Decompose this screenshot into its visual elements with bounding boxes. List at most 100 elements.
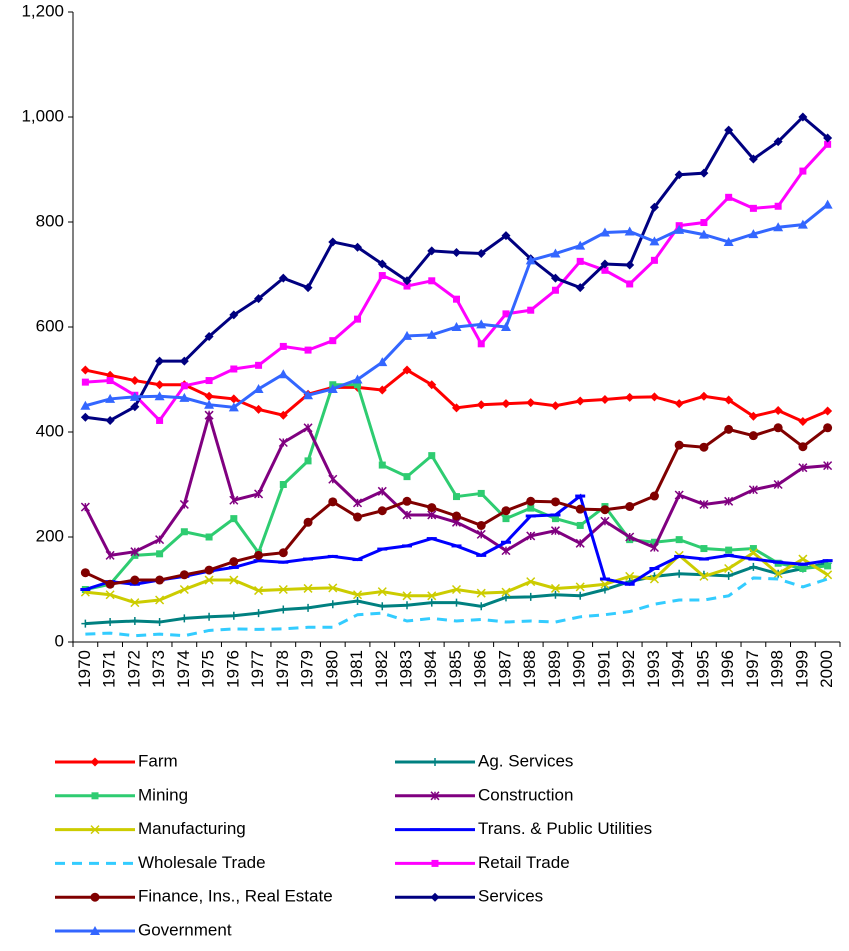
x-tick-label: 1984 <box>421 650 440 688</box>
marker <box>477 602 486 611</box>
marker <box>279 481 287 488</box>
marker <box>353 597 362 606</box>
marker <box>426 329 437 339</box>
series <box>80 199 833 412</box>
marker <box>352 374 363 384</box>
marker <box>204 565 214 575</box>
marker <box>526 496 536 506</box>
marker <box>204 575 214 585</box>
marker <box>228 402 239 412</box>
marker <box>80 568 90 578</box>
marker <box>649 542 659 553</box>
marker <box>625 571 635 581</box>
marker <box>799 565 807 572</box>
marker <box>80 502 90 512</box>
marker <box>724 496 734 506</box>
x-tick-label: 2000 <box>817 650 836 688</box>
marker <box>650 538 658 546</box>
marker <box>90 825 100 835</box>
marker <box>303 283 313 293</box>
marker <box>179 570 189 580</box>
marker <box>255 361 263 369</box>
marker <box>501 231 511 241</box>
marker <box>278 369 289 379</box>
marker <box>130 547 140 557</box>
marker <box>105 415 115 425</box>
series <box>80 409 833 560</box>
series-line <box>85 143 829 423</box>
marker <box>452 511 461 521</box>
x-tick-label: 1987 <box>495 650 514 688</box>
legend-label: Farm <box>138 751 178 770</box>
marker <box>80 412 90 422</box>
marker <box>453 295 460 303</box>
marker <box>674 170 684 180</box>
marker <box>229 611 238 620</box>
marker <box>179 392 190 402</box>
marker <box>649 392 659 402</box>
marker <box>823 406 833 416</box>
marker <box>626 280 634 288</box>
marker <box>748 548 758 558</box>
marker <box>229 557 239 567</box>
marker <box>452 247 461 257</box>
x-tick-label: 1995 <box>693 650 712 688</box>
x-tick-label: 1988 <box>520 650 539 688</box>
marker <box>575 538 585 548</box>
marker <box>748 411 758 421</box>
marker <box>575 240 586 250</box>
series <box>81 381 832 593</box>
marker <box>501 506 511 516</box>
marker <box>427 246 437 256</box>
series-line <box>85 114 829 422</box>
legend-item: Farm <box>55 751 178 770</box>
marker <box>798 463 808 473</box>
marker <box>156 416 164 424</box>
marker <box>725 546 733 554</box>
marker <box>526 398 536 408</box>
marker <box>575 283 585 293</box>
marker <box>823 570 833 580</box>
marker <box>501 593 510 602</box>
y-tick-label: 600 <box>36 316 64 335</box>
series-line <box>85 550 829 605</box>
x-tick-label: 1993 <box>644 650 663 688</box>
marker <box>699 571 709 581</box>
marker <box>699 442 709 452</box>
marker <box>452 598 461 607</box>
marker <box>402 330 413 340</box>
marker <box>476 400 486 410</box>
marker <box>502 515 510 523</box>
marker <box>773 479 783 490</box>
marker <box>81 619 90 628</box>
marker <box>279 342 287 350</box>
marker <box>797 219 808 229</box>
marker <box>328 583 338 593</box>
marker <box>798 417 808 426</box>
x-tick-label: 1983 <box>397 650 416 688</box>
marker <box>230 515 238 523</box>
legend-item: Services <box>395 887 543 906</box>
marker <box>601 266 609 274</box>
marker <box>799 167 807 175</box>
marker <box>156 550 164 558</box>
marker <box>180 614 189 623</box>
x-tick-label: 1982 <box>372 650 391 688</box>
marker <box>550 583 560 593</box>
marker <box>500 322 511 331</box>
marker <box>354 315 362 323</box>
marker <box>476 249 486 258</box>
x-tick-label: 1989 <box>545 650 564 688</box>
marker <box>154 391 165 401</box>
marker <box>180 382 188 390</box>
marker <box>90 757 100 767</box>
marker <box>576 591 585 600</box>
x-tick-label: 1999 <box>792 650 811 688</box>
marker <box>773 423 783 433</box>
marker <box>477 489 485 497</box>
marker <box>675 569 684 578</box>
marker <box>229 310 239 320</box>
marker <box>354 381 362 389</box>
marker <box>428 452 436 460</box>
series <box>80 423 833 589</box>
